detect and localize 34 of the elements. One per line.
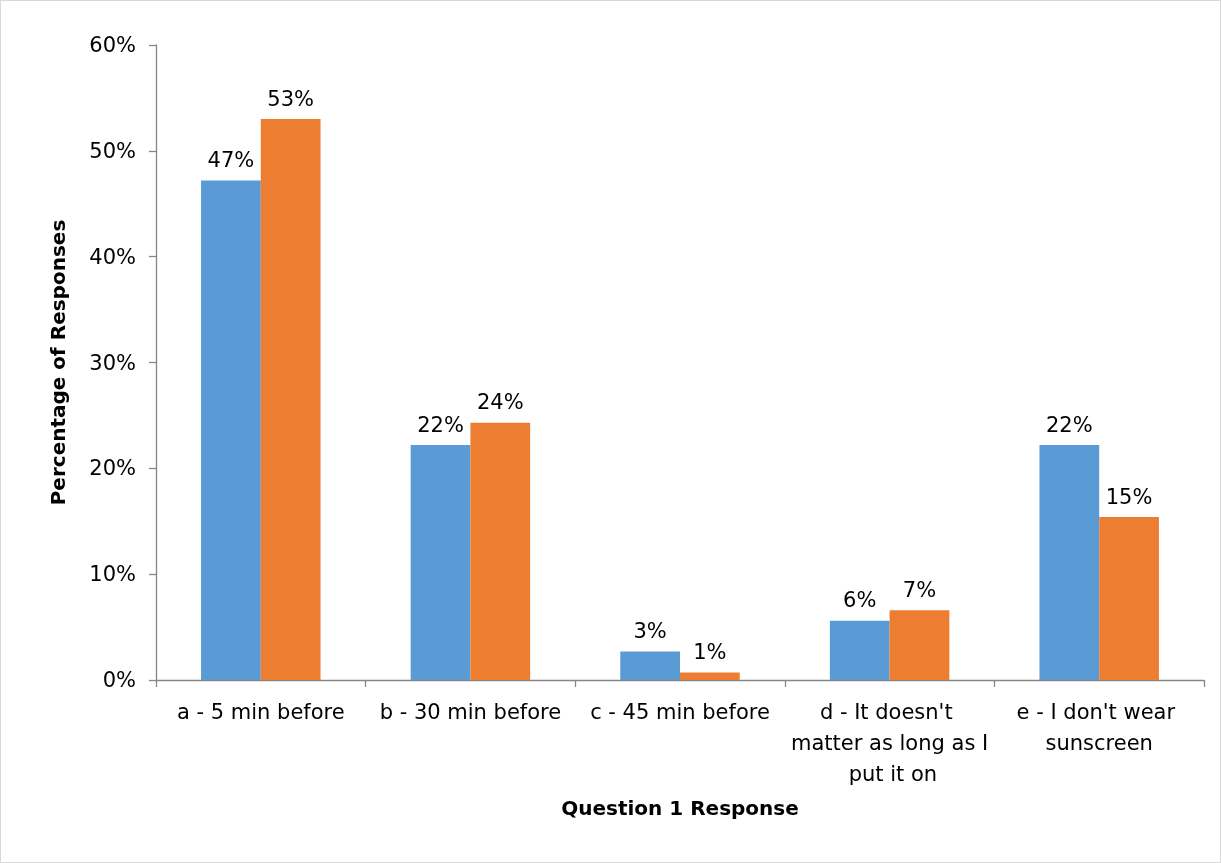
x-tick-label: b - 30 min before <box>379 699 562 724</box>
bar <box>620 651 680 680</box>
x-tick-label: e - I don't wear sunscreen <box>1016 699 1182 755</box>
y-axis-title: Percentage of Responses <box>46 219 70 506</box>
y-tick-label: 40% <box>89 244 136 269</box>
data-label: 6% <box>843 588 877 613</box>
x-tick-label: c - 45 min before <box>590 699 770 724</box>
y-tick-label: 60% <box>89 33 136 57</box>
y-tick-label: 50% <box>89 138 136 163</box>
y-tick-label: 0% <box>102 668 136 692</box>
bar <box>470 422 531 680</box>
bar <box>889 610 950 680</box>
bar <box>410 445 471 680</box>
data-label: 22% <box>417 412 464 437</box>
x-tick-label: a - 5 min before <box>176 699 345 724</box>
x-tick-label: d - It doesn't matter as long as I put it on <box>791 699 989 786</box>
bar <box>680 672 740 680</box>
y-tick-label: 10% <box>89 562 136 587</box>
data-label: 53% <box>267 86 315 111</box>
bar <box>829 620 890 680</box>
bar <box>260 119 321 680</box>
y-tick-label: 30% <box>89 350 136 375</box>
bar <box>1039 445 1100 680</box>
data-label: 22% <box>1045 412 1093 437</box>
data-label: 47% <box>207 147 255 172</box>
bar <box>1099 517 1159 680</box>
x-axis-title: Question 1 Response <box>561 796 799 820</box>
data-label: 24% <box>476 390 524 415</box>
data-label: 3% <box>633 618 667 643</box>
data-label: 15% <box>1105 484 1153 509</box>
data-label: 7% <box>902 577 937 602</box>
y-tick-label: 20% <box>89 456 136 481</box>
data-label: 1% <box>693 640 727 665</box>
bar <box>201 180 261 680</box>
